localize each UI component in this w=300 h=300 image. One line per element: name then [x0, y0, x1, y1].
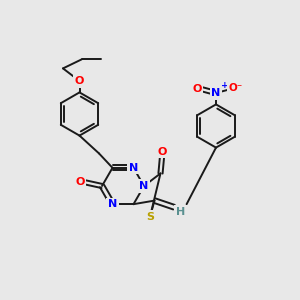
Text: N: N: [212, 88, 220, 98]
Text: S: S: [146, 212, 154, 222]
Text: O: O: [157, 146, 167, 157]
Text: N: N: [108, 199, 117, 209]
Text: O: O: [75, 76, 84, 86]
Text: O: O: [192, 84, 202, 94]
Text: +: +: [221, 81, 229, 90]
Text: O⁻: O⁻: [229, 83, 243, 93]
Text: O: O: [75, 177, 85, 188]
Text: N: N: [140, 181, 148, 191]
Text: N: N: [129, 163, 138, 173]
Text: H: H: [176, 207, 185, 217]
